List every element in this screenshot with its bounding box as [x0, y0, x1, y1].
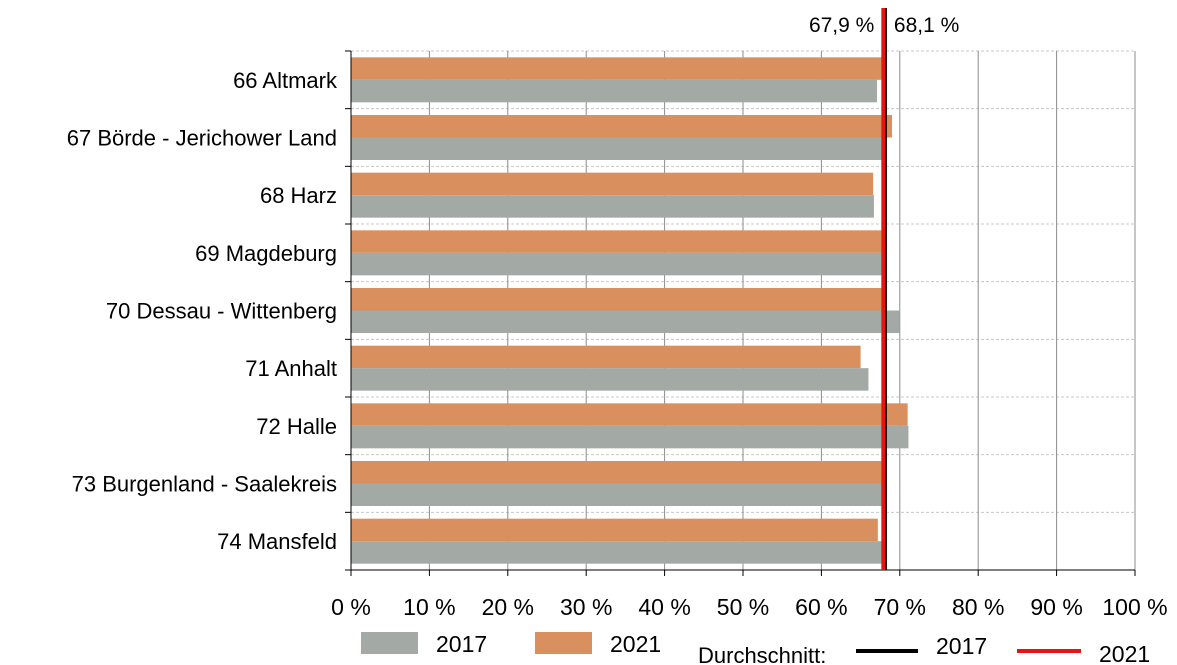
category-label: 70 Dessau - Wittenberg [106, 299, 337, 324]
bar-2021 [351, 345, 861, 369]
bar-2021 [351, 518, 878, 542]
legend-line-prefix: Durchschnitt: [698, 643, 826, 665]
bar-2017 [351, 483, 885, 506]
bar-2021 [351, 172, 874, 196]
x-tick-label: 10 % [403, 594, 455, 620]
x-tick-label: 0 % [331, 594, 371, 620]
category-label: 67 Börde - Jerichower Land [67, 126, 337, 151]
category-label: 74 Mansfeld [217, 529, 337, 554]
bar-2021 [351, 288, 885, 311]
axes [345, 50, 1136, 576]
legend: 2017 2021 Durchschnitt: 2017 2021 [361, 631, 1150, 665]
reference-lines: 68,1 % 67,9 % [809, 8, 959, 570]
x-tick-label: 50 % [717, 594, 769, 620]
category-label: 68 Harz [260, 183, 337, 208]
category-label: 66 Altmark [233, 68, 338, 93]
x-tick-label: 20 % [482, 594, 534, 620]
category-label: 69 Magdeburg [195, 241, 337, 266]
category-labels: 66 Altmark 67 Börde - Jerichower Land 68 H… [67, 68, 338, 554]
x-tick-label: 80 % [952, 594, 1004, 620]
x-tick-label: 90 % [1030, 594, 1082, 620]
bar-2017 [351, 195, 874, 218]
x-tick-label: 30 % [560, 594, 612, 620]
x-tick-label: 60 % [795, 594, 847, 620]
average-label-2017: 68,1 % [894, 14, 959, 37]
average-label-2021: 67,9 % [809, 14, 874, 37]
bar-2017 [351, 137, 885, 160]
category-label: 72 Halle [256, 414, 337, 439]
bar-2017 [351, 79, 878, 103]
bar-2017 [351, 425, 909, 449]
bar-2021 [351, 403, 908, 426]
category-label: 73 Burgenland - Saalekreis [72, 472, 337, 497]
legend-line-label-2017: 2017 [936, 633, 987, 659]
x-tick-label: 70 % [874, 594, 926, 620]
legend-label-2017: 2017 [436, 631, 487, 657]
bar-2017 [351, 368, 869, 391]
bar-2021 [351, 57, 886, 80]
legend-label-2021: 2021 [610, 631, 661, 657]
legend-swatch-2017 [361, 632, 418, 654]
x-tick-label: 100 % [1102, 594, 1167, 620]
category-label: 71 Anhalt [245, 356, 337, 381]
bar-2021 [351, 461, 885, 484]
bar-2017 [351, 310, 900, 333]
x-tick-label: 40 % [638, 594, 690, 620]
bar-2021 [351, 230, 885, 253]
bar-series [351, 57, 909, 564]
bar-2017 [351, 541, 885, 564]
x-tick-labels: 0 % 10 % 20 % 30 % 40 % 50 % 60 % 70 % 80 % 90 % 1… [331, 594, 1167, 620]
legend-line-label-2021: 2021 [1099, 641, 1150, 665]
bar-2021 [351, 115, 892, 138]
bar-2017 [351, 252, 885, 276]
legend-swatch-2021 [535, 632, 592, 654]
